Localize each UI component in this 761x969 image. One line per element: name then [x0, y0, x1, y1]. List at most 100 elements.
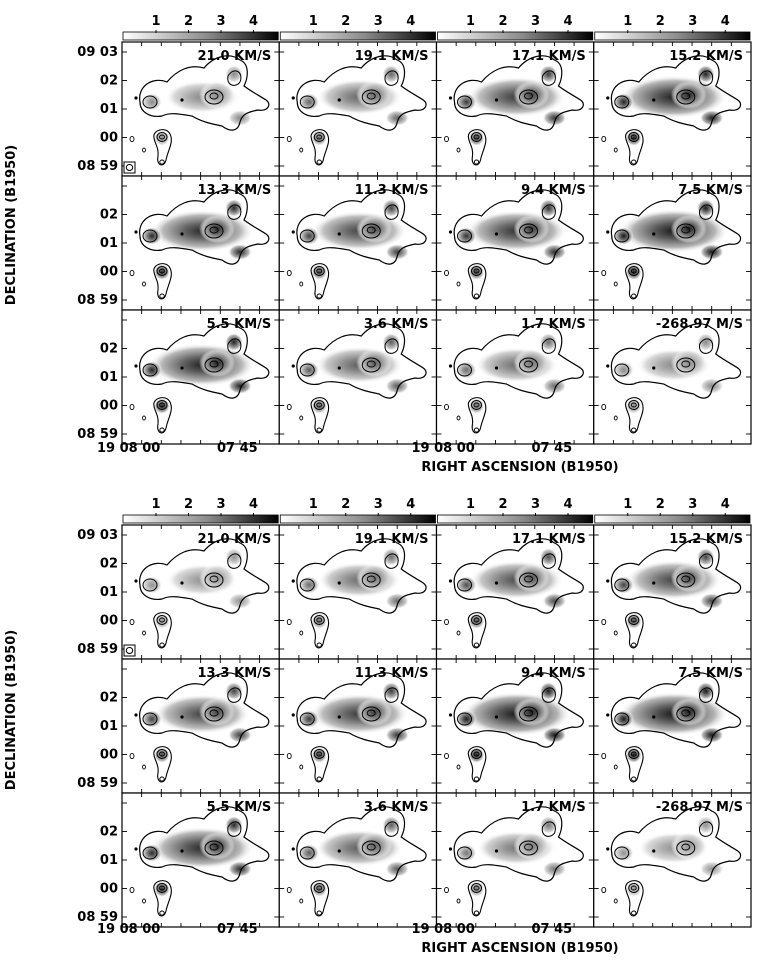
ra-tick-label: 19 08 00	[412, 441, 475, 456]
dec-tick-label: 02	[100, 342, 118, 357]
dec-tick-label: 09 03	[77, 528, 118, 543]
beam-marker	[123, 161, 136, 174]
channel-map-lower: 1 2 3 4 1 2 3 4 1 2 3 4 1 2 3 4 21.0 KM/S 19.1 KM/S 17.1 K…	[4, 497, 752, 956]
emission-map	[456, 548, 567, 629]
velocity-label: 21.0 KM/S	[198, 49, 272, 64]
velocity-label: 3.6 KM/S	[364, 317, 429, 332]
colorbar-tick-label: 4	[249, 14, 258, 29]
dec-tick-label: 01	[100, 719, 118, 734]
colorbar-tick-label: 3	[216, 497, 225, 512]
velocity-label: 21.0 KM/S	[198, 532, 272, 547]
velocity-label: 5.5 KM/S	[207, 800, 272, 815]
dec-tick-label: 08 59	[77, 642, 118, 657]
velocity-channel-panel: 19.1 KM/S	[278, 524, 438, 660]
colorbar	[122, 514, 279, 524]
colorbar-tick-label: 3	[688, 14, 697, 29]
velocity-channel-panel: 15.2 KM/S	[593, 524, 752, 660]
velocity-channel-panel: 15.2 KM/S	[593, 41, 752, 177]
colorbar	[437, 31, 594, 41]
velocity-label: 1.7 KM/S	[521, 800, 586, 815]
velocity-channel-panel: 13.3 KM/S	[121, 175, 280, 311]
velocity-channel-panel: 7.5 KM/S	[593, 658, 752, 794]
colorbar-tick-label: 4	[563, 497, 572, 512]
colorbar	[594, 514, 751, 524]
colorbar	[437, 514, 594, 524]
dec-tick-label: 08 59	[77, 427, 118, 442]
velocity-label: 1.7 KM/S	[521, 317, 586, 332]
colorbar-tick-label: 1	[623, 14, 632, 29]
velocity-label: 11.3 KM/S	[355, 666, 429, 681]
velocity-channel-panel: 19.1 KM/S	[278, 41, 438, 177]
colorbar-tick-label: 4	[406, 497, 415, 512]
colorbar-tick-label: 2	[341, 497, 350, 512]
dec-tick-label: 02	[100, 825, 118, 840]
dec-tick-label: 08 59	[77, 776, 118, 791]
dec-tick-label: 01	[100, 236, 118, 251]
velocity-channel-panel: 21.0 KM/S	[121, 41, 280, 177]
colorbar-tick-label: 1	[466, 497, 475, 512]
y-axis-title: DECLINATION (B1950)	[4, 630, 19, 790]
channel-map-upper: 1 2 3 4 1 2 3 4 1 2 3 4 1 2 3 4 21.0 KM/S 19.1 KM/S 17.1 K…	[4, 14, 752, 475]
colorbar-tick-label: 4	[721, 497, 730, 512]
velocity-label: 15.2 KM/S	[669, 532, 743, 547]
velocity-label: 3.6 KM/S	[364, 800, 429, 815]
dec-tick-label: 00	[100, 265, 118, 280]
velocity-channel-panel: 3.6 KM/S	[278, 309, 438, 445]
velocity-channel-panel: -268.97 M/S	[593, 792, 752, 928]
velocity-label: 17.1 KM/S	[512, 532, 586, 547]
colorbar-tick-label: 4	[721, 14, 730, 29]
velocity-label: 9.4 KM/S	[521, 666, 586, 681]
dec-tick-label: 08 59	[77, 159, 118, 174]
dec-tick-label: 02	[100, 557, 118, 572]
colorbar	[122, 31, 279, 41]
ra-tick-label: 07 45	[217, 922, 258, 937]
colorbar-tick-label: 3	[688, 497, 697, 512]
emission-map	[299, 199, 410, 280]
colorbar-tick-label: 2	[656, 497, 665, 512]
velocity-label: 11.3 KM/S	[355, 183, 429, 198]
beam-marker	[123, 644, 136, 657]
emission-map	[456, 333, 567, 414]
velocity-label: 19.1 KM/S	[355, 49, 429, 64]
velocity-channel-panel: 17.1 KM/S	[435, 524, 595, 660]
dec-tick-label: 02	[100, 74, 118, 89]
dec-tick-label: 00	[100, 748, 118, 763]
colorbar-tick-label: 1	[309, 14, 318, 29]
velocity-channel-panel: 9.4 KM/S	[435, 658, 595, 794]
ra-tick-label: 07 45	[532, 441, 573, 456]
velocity-channel-panel: -268.97 M/S	[593, 309, 752, 445]
colorbar-tick-label: 2	[184, 497, 193, 512]
colorbar	[594, 31, 751, 41]
velocity-label: 15.2 KM/S	[669, 49, 743, 64]
velocity-label: 13.3 KM/S	[198, 183, 272, 198]
ra-tick-label: 07 45	[217, 441, 258, 456]
colorbar-tick-label: 3	[531, 497, 540, 512]
colorbar-tick-label: 1	[466, 14, 475, 29]
velocity-channel-panel: 3.6 KM/S	[278, 792, 438, 928]
dec-tick-label: 00	[100, 614, 118, 629]
colorbar-tick-label: 2	[341, 14, 350, 29]
dec-tick-label: 02	[100, 691, 118, 706]
velocity-channel-panel: 11.3 KM/S	[278, 658, 438, 794]
velocity-label: 19.1 KM/S	[355, 532, 429, 547]
velocity-label: 5.5 KM/S	[207, 317, 272, 332]
colorbar-tick-label: 3	[531, 14, 540, 29]
dec-tick-label: 01	[100, 102, 118, 117]
ra-tick-label: 19 08 00	[412, 922, 475, 937]
colorbar-tick-label: 1	[151, 14, 160, 29]
velocity-channel-panel: 5.5 KM/S	[121, 309, 280, 445]
velocity-channel-panel: 11.3 KM/S	[278, 175, 438, 311]
velocity-channel-panel: 7.5 KM/S	[593, 175, 752, 311]
velocity-channel-panel: 1.7 KM/S	[435, 309, 595, 445]
emission-map	[456, 199, 568, 280]
dec-tick-label: 00	[100, 882, 118, 897]
dec-tick-label: 01	[100, 853, 118, 868]
dec-tick-label: 02	[100, 208, 118, 223]
colorbar-tick-label: 2	[184, 14, 193, 29]
velocity-label: -268.97 M/S	[656, 800, 743, 815]
ra-tick-label: 19 08 00	[97, 441, 160, 456]
dec-tick-label: 08 59	[77, 910, 118, 925]
colorbar-tick-label: 4	[406, 14, 415, 29]
velocity-label: 9.4 KM/S	[521, 183, 586, 198]
